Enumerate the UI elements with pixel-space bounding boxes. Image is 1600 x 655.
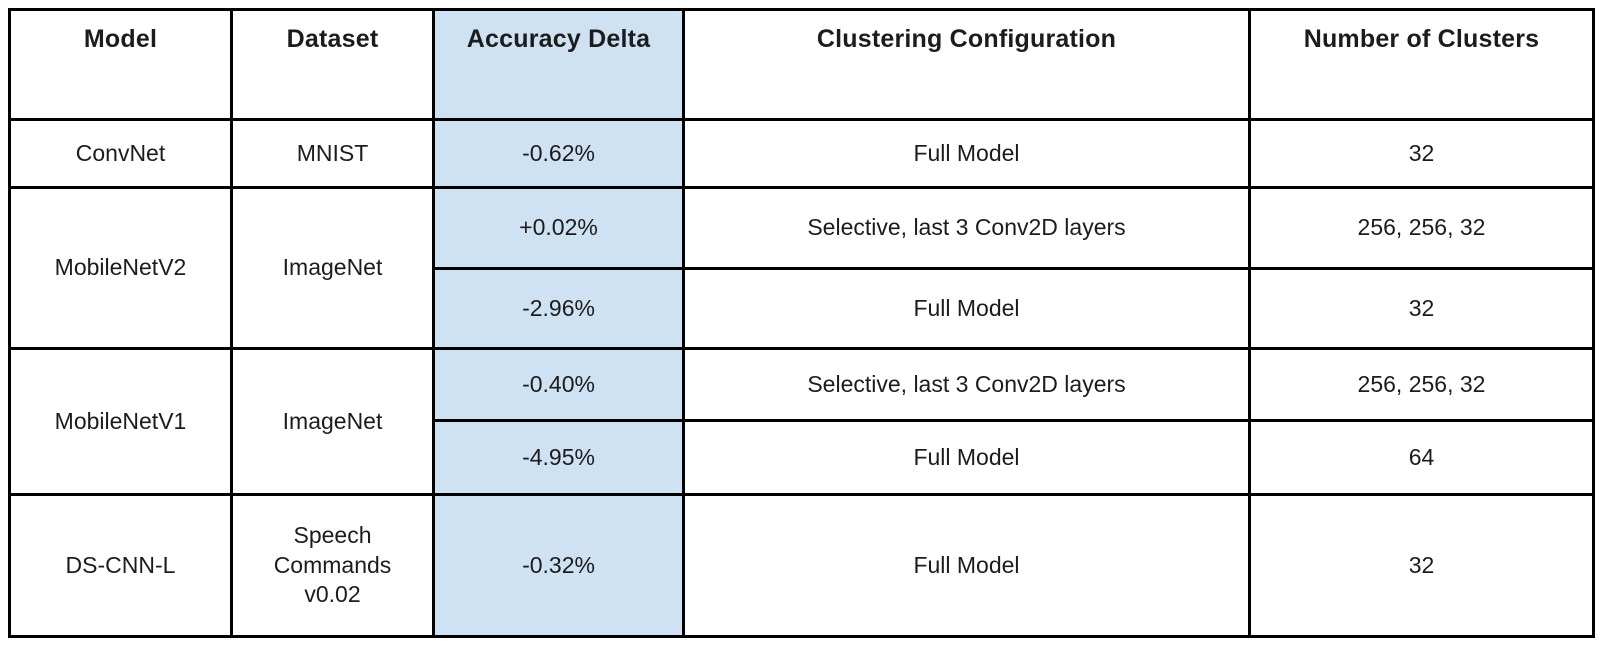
- clustering-configuration-cell: Full Model: [682, 493, 1251, 638]
- clustering-configuration-cell: Selective, last 3 Conv2D layers: [682, 186, 1251, 270]
- dataset-cell: Speech Commands v0.02: [230, 493, 435, 638]
- dataset-cell: MNIST: [230, 118, 435, 189]
- column-header-dataset: Dataset: [230, 8, 435, 121]
- model-cell: ConvNet: [8, 118, 233, 189]
- clustering-results-table: Model Dataset Accuracy Delta Clustering …: [8, 8, 1595, 638]
- clustering-configuration-cell: Full Model: [682, 419, 1251, 496]
- clustering-configuration-cell: Selective, last 3 Conv2D layers: [682, 347, 1251, 422]
- clustering-configuration-cell: Full Model: [682, 267, 1251, 350]
- accuracy-delta-cell: -0.62%: [432, 118, 685, 189]
- model-cell: MobileNetV1: [8, 347, 233, 496]
- table-row: MobileNetV2 ImageNet +0.02% Selective, l…: [8, 186, 1595, 350]
- table-header-row: Model Dataset Accuracy Delta Clustering …: [8, 8, 1595, 121]
- dataset-cell: ImageNet: [230, 347, 435, 496]
- table-row: -4.95% Full Model 64: [10, 419, 1595, 496]
- table-row: MobileNetV1 ImageNet -0.40% Selective, l…: [8, 347, 1595, 496]
- accuracy-delta-cell: -4.95%: [432, 419, 685, 496]
- number-of-clusters-cell: 256, 256, 32: [1248, 347, 1595, 422]
- number-of-clusters-cell: 256, 256, 32: [1248, 186, 1595, 270]
- number-of-clusters-cell: 32: [1248, 267, 1595, 350]
- column-header-clustering-configuration: Clustering Configuration: [682, 8, 1251, 121]
- column-header-number-of-clusters: Number of Clusters: [1248, 8, 1595, 121]
- number-of-clusters-cell: 64: [1248, 419, 1595, 496]
- model-cell: MobileNetV2: [8, 186, 233, 350]
- accuracy-delta-cell: -2.96%: [432, 267, 685, 350]
- accuracy-delta-cell: -0.32%: [432, 493, 685, 638]
- table-row: DS-CNN-L Speech Commands v0.02 -0.32% Fu…: [8, 493, 1595, 638]
- accuracy-delta-cell: +0.02%: [432, 186, 685, 270]
- table-row: ConvNet MNIST -0.62% Full Model 32: [8, 118, 1595, 189]
- model-cell: DS-CNN-L: [8, 493, 233, 638]
- clustering-configuration-cell: Full Model: [682, 118, 1251, 189]
- number-of-clusters-cell: 32: [1248, 493, 1595, 638]
- table-row: -2.96% Full Model 32: [10, 267, 1595, 350]
- number-of-clusters-cell: 32: [1248, 118, 1595, 189]
- accuracy-delta-cell: -0.40%: [432, 347, 685, 422]
- dataset-cell: ImageNet: [230, 186, 435, 350]
- column-header-model: Model: [8, 8, 233, 121]
- column-header-accuracy-delta: Accuracy Delta: [432, 8, 685, 121]
